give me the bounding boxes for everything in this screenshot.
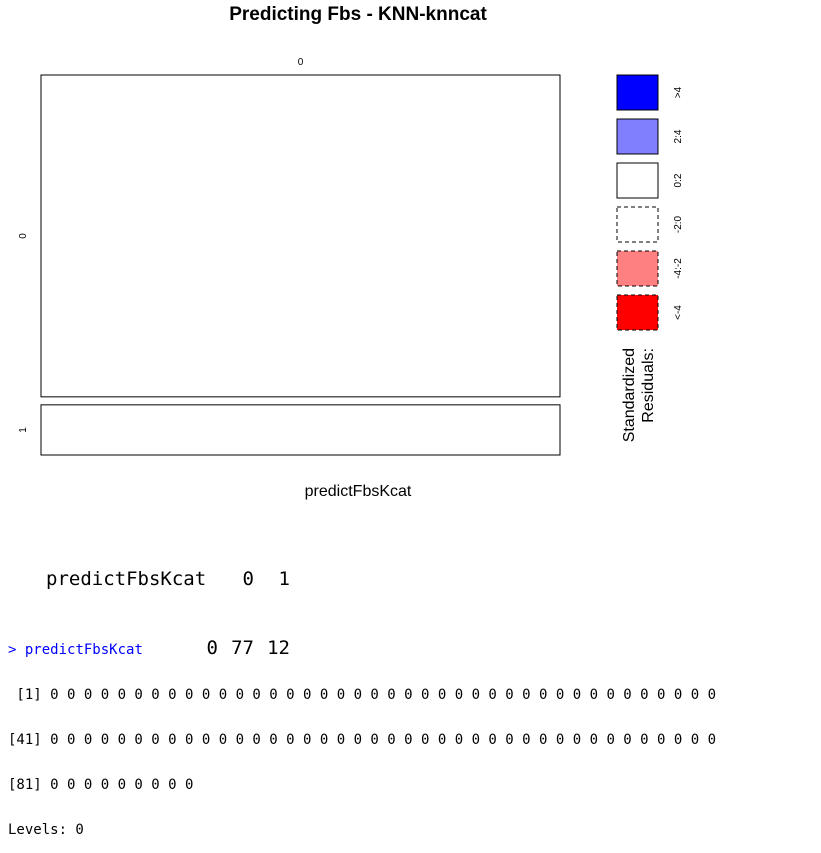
table-header-row: predictFbsKcat 0 1 — [46, 568, 290, 591]
mosaic-cell — [40, 404, 561, 456]
console-command: predictFbsKcat — [24, 642, 143, 658]
console-output-line: [41] 0 0 0 0 0 0 0 0 0 0 0 0 0 0 0 0 0 0… — [8, 732, 717, 748]
legend-entry-label: >4 — [673, 86, 684, 98]
contingency-table: predictFbsKcat 0 1 0 77 12 — [46, 522, 290, 683]
legend-title: Standardized — [621, 348, 638, 442]
legend-title: Residuals: — [640, 348, 657, 423]
legend-swatch — [616, 206, 659, 243]
console-output-line: Levels: 0 — [8, 822, 84, 838]
legend: >4 2:4 0:2 -2:0 -4:-2 <-4 Standardized Residual… — [616, 74, 684, 442]
y-level-label: 1 — [18, 427, 29, 433]
mosaic-cells: 0 0 1 — [18, 57, 561, 456]
console-output-line: [81] 0 0 0 0 0 0 0 0 0 — [8, 777, 194, 793]
console-command-line: > predictFbsKcat — [8, 643, 716, 658]
table-cell-value: 12 — [267, 637, 290, 659]
table-header-level: 0 — [242, 568, 254, 590]
legend-swatch — [616, 294, 659, 331]
legend-entry-label: -4:-2 — [673, 258, 684, 279]
legend-swatch — [616, 118, 659, 155]
table-header-variable: predictFbsKcat — [46, 568, 207, 590]
legend-swatch — [616, 250, 659, 287]
legend-entry-label: 0:2 — [673, 173, 684, 187]
y-level-label: 0 — [18, 233, 29, 239]
table-cell-value: 77 — [231, 637, 254, 659]
legend-entry-label: -2:0 — [673, 215, 684, 233]
legend-entry-label: <-4 — [673, 305, 684, 320]
chart-title: Predicting Fbs - KNN-knncat — [229, 4, 487, 25]
console-prompt: > — [8, 642, 17, 658]
mosaic-cell — [40, 74, 561, 398]
table-data-row: 0 77 12 — [46, 637, 290, 660]
table-header-level: 1 — [278, 568, 290, 590]
r-console-output: > predictFbsKcat [1] 0 0 0 0 0 0 0 0 0 0… — [8, 613, 716, 853]
x-axis-label: predictFbsKcat — [305, 483, 412, 500]
x-level-label: 0 — [298, 57, 304, 68]
legend-swatch — [616, 74, 659, 111]
legend-entry-label: 2:4 — [673, 129, 684, 143]
mosaic-plot: Predicting Fbs - KNN-knncat 0 0 1 >4 2:4 0:2… — [18, 4, 684, 500]
console-output-line: [1] 0 0 0 0 0 0 0 0 0 0 0 0 0 0 0 0 0 0 … — [8, 687, 717, 703]
table-row-label: 0 — [206, 637, 218, 659]
legend-swatch — [616, 162, 659, 199]
